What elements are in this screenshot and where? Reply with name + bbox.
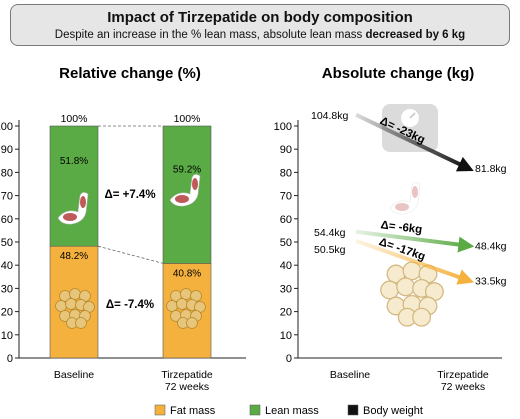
fat-cell — [412, 307, 432, 327]
legend-swatch — [347, 404, 359, 416]
forearm-muscle-shape — [80, 196, 86, 208]
relative-y-tick-label: 20 — [1, 307, 13, 319]
relative-x-tick-label: 72 weeks — [165, 381, 209, 393]
lean-mass-arrow — [355, 229, 475, 253]
relative-x-tick-label: Baseline — [54, 369, 94, 381]
fat-cell — [69, 288, 81, 300]
fat-delta-annotation: Δ= -7.4% — [106, 299, 154, 311]
absolute-x-tick-label: 72 weeks — [441, 381, 485, 393]
fat-cell — [55, 300, 67, 312]
fat-mass-value-label: 48.2% — [60, 251, 88, 262]
fat-cell — [65, 298, 77, 310]
absolute-y-tick-label: 100 — [274, 121, 292, 133]
absolute-x-tick-label: Baseline — [330, 369, 370, 381]
fat-mass-value-label: 40.8% — [173, 268, 201, 279]
absolute-y-tick-label: 70 — [280, 191, 292, 203]
arm-skin-shape — [389, 182, 421, 215]
absolute-y-tick-label: 50 — [280, 237, 292, 249]
absolute-y-tick-label: 10 — [280, 330, 292, 342]
scale-dial — [401, 109, 419, 127]
absolute-y-tick-label: 90 — [280, 144, 292, 156]
fat-cell — [180, 288, 192, 300]
fat-cell — [396, 277, 416, 297]
title-banner: Impact of Tirzepatide on body compositio… — [10, 4, 510, 46]
biceps-shape — [63, 213, 77, 221]
bar-total-label: 100% — [174, 113, 201, 125]
relative-x-tick-label: Tirzepatide — [161, 369, 213, 381]
fat-mass-start-label: 50.5kg — [314, 244, 346, 256]
legend-swatch — [154, 404, 166, 416]
muscle-arm-icon — [57, 192, 89, 225]
fat-cell — [186, 317, 198, 329]
relative-y-tick-label: 80 — [1, 167, 13, 179]
bar-total-label: 100% — [61, 113, 88, 125]
relative-y-tick-label: 90 — [1, 144, 13, 156]
legend-swatch — [249, 404, 261, 416]
lean-mass-value-label: 51.8% — [60, 156, 88, 167]
lean-mass-start-label: 54.4kg — [314, 227, 346, 239]
fat-cell — [380, 280, 400, 300]
lean-mass-value-label: 59.2% — [173, 165, 201, 176]
fat-cells-icon — [166, 288, 206, 329]
relative-y-tick-label: 70 — [1, 191, 13, 203]
weighing-scale-icon — [382, 104, 438, 152]
forearm-muscle-shape — [412, 186, 418, 198]
boundary-connector-line — [97, 245, 164, 264]
body-weight-start-label: 104.8kg — [311, 110, 349, 122]
absolute-y-tick-label: 40 — [280, 260, 292, 272]
muscle-arm-icon — [389, 182, 421, 215]
body-weight-arrow — [355, 113, 474, 172]
legend-label: Fat mass — [170, 405, 216, 417]
relative-y-tick-label: 40 — [1, 260, 13, 272]
fat-mass-arrow — [355, 238, 475, 285]
scale-needle — [409, 112, 416, 119]
lean-mass-delta-label: Δ= -6kg — [380, 219, 423, 236]
fat-mass-end-label: 33.5kg — [475, 275, 507, 287]
subtitle-text: Despite an increase in the % lean mass, … — [54, 29, 366, 41]
fat-cells-icon — [380, 261, 444, 327]
figure-title: Impact of Tirzepatide on body compositio… — [107, 9, 413, 26]
lean-delta-annotation: Δ= +7.4% — [104, 189, 155, 201]
legend-label: Lean mass — [265, 405, 319, 417]
relative-y-tick-label: 60 — [1, 214, 13, 226]
absolute-x-tick-label: Tirzepatide — [437, 369, 489, 381]
lean-mass-end-label: 48.4kg — [475, 241, 507, 253]
body-weight-end-label: 81.8kg — [475, 163, 507, 175]
relative-chart-title: Relative change (%) — [59, 65, 201, 82]
absolute-y-tick-label: 0 — [286, 353, 292, 365]
absolute-y-tick-label: 60 — [280, 214, 292, 226]
subtitle-emphasis: decreased by 6 kg — [365, 29, 466, 41]
biceps-shape — [395, 203, 409, 211]
absolute-y-tick-label: 30 — [280, 283, 292, 295]
figure-subtitle: Despite an increase in the % lean mass, … — [11, 29, 509, 41]
muscle-arm-icon — [169, 174, 201, 207]
legend-label: Body weight — [363, 405, 423, 417]
fat-cells-icon — [55, 288, 95, 329]
forearm-muscle-shape — [192, 178, 198, 190]
fat-cell — [176, 298, 188, 310]
relative-y-tick-label: 100 — [0, 121, 13, 133]
relative-y-tick-label: 10 — [1, 330, 13, 342]
absolute-chart-title: Absolute change (kg) — [322, 65, 475, 82]
biceps-shape — [175, 195, 189, 203]
absolute-y-tick-label: 20 — [280, 307, 292, 319]
relative-y-tick-label: 0 — [7, 353, 13, 365]
relative-y-tick-label: 30 — [1, 283, 13, 295]
lean-mass-bar-segment — [49, 125, 99, 247]
fat-cell — [75, 317, 87, 329]
scale-body — [382, 104, 438, 152]
absolute-y-tick-label: 80 — [280, 167, 292, 179]
fat-cell — [166, 300, 178, 312]
relative-y-tick-label: 50 — [1, 237, 13, 249]
